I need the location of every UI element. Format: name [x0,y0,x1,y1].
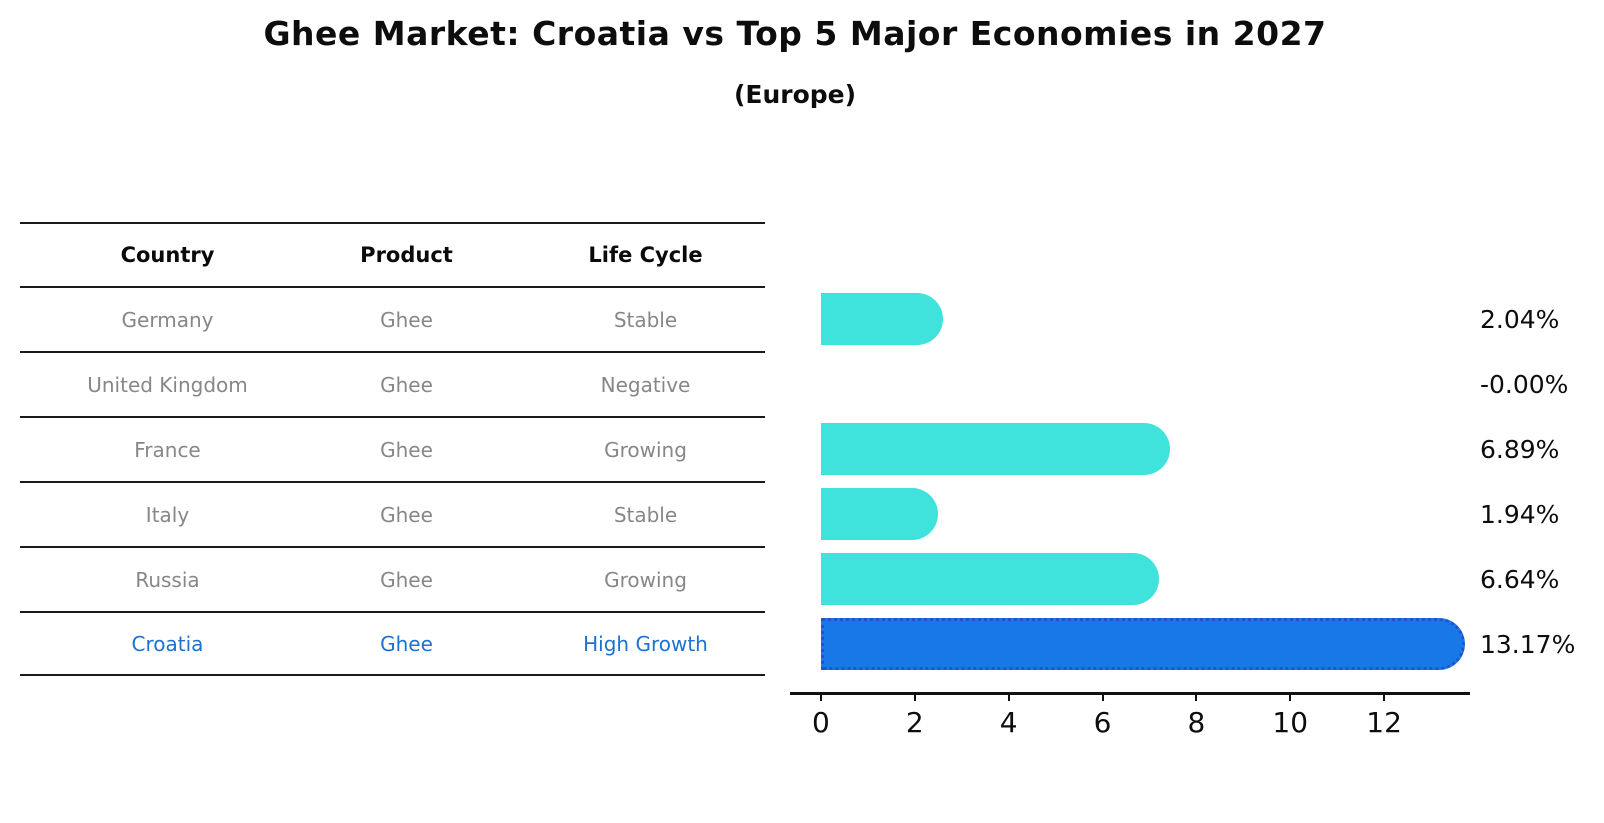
bar-row-france: 6.89% [790,417,1559,482]
value-label: -0.00% [1480,370,1569,399]
bar-row-united-kingdom: -0.00% [790,352,1568,417]
table-row: United Kingdom Ghee Negative [20,351,765,416]
table-row: Russia Ghee Growing [20,546,765,611]
table-row: Italy Ghee Stable [20,481,765,546]
bar-row-croatia: 13.17% [790,612,1575,677]
value-label: 13.17% [1480,630,1576,659]
x-axis-tick-label: 8 [1187,706,1206,739]
cell-country: Italy [145,502,190,527]
bar-croatia-highlighted [820,618,1466,670]
cell-country: Germany [121,307,214,332]
bar-russia [820,553,1159,605]
column-header-country: Country [120,243,215,267]
x-axis-tick [1289,692,1292,701]
x-axis-tick-label: 10 [1272,706,1309,739]
cell-product: Ghee [380,502,433,527]
cell-product: Ghee [380,631,433,656]
x-axis-tick [819,692,822,701]
x-axis-tick-label: 6 [1093,706,1112,739]
column-header-product: Product [360,243,453,267]
bar-italy [820,488,938,540]
x-axis-tick [1195,692,1198,701]
bar-row-russia: 6.64% [790,547,1559,612]
value-label: 6.89% [1480,435,1560,464]
x-axis-tick-label: 0 [812,706,830,739]
cell-product: Ghee [380,372,433,397]
x-axis-tick [1007,692,1010,701]
table-header-row: Country Product Life Cycle [20,222,765,286]
value-label: 6.64% [1480,565,1560,594]
chart-subtitle: (Europe) [733,80,857,109]
cell-life-cycle: Stable [613,502,678,527]
cell-product: Ghee [380,567,433,592]
x-axis-tick [1101,692,1104,701]
bar-france [820,423,1171,475]
cell-life-cycle: Growing [604,437,687,462]
column-header-life-cycle: Life Cycle [588,243,703,267]
cell-product: Ghee [380,437,433,462]
cell-life-cycle: High Growth [583,631,708,656]
cell-life-cycle: Stable [613,307,678,332]
bar-germany [820,293,943,345]
cell-life-cycle: Negative [600,372,691,397]
value-label: 2.04% [1480,305,1560,334]
cell-life-cycle: Growing [604,567,687,592]
x-axis-tick [913,692,916,701]
bar-row-italy: 1.94% [790,482,1559,547]
x-axis-tick-label: 4 [999,706,1018,739]
cell-country: Russia [135,567,200,592]
x-axis-tick [1383,692,1386,701]
country-table: Country Product Life Cycle Germany Ghee … [20,222,765,676]
x-axis-tick-label: 12 [1366,706,1402,739]
cell-product: Ghee [380,307,433,332]
cell-country: France [134,437,201,462]
bar-row-germany: 2.04% [790,287,1559,352]
x-axis-tick-label: 2 [905,706,924,739]
table-row-highlighted: Croatia Ghee High Growth [20,611,765,676]
bar-chart-axes: 2.04% -0.00% 6.89% 1.94% 6.64% 13.17% 0 [790,287,1575,739]
cell-country: United Kingdom [87,372,248,397]
cell-country: Croatia [131,631,204,656]
chart-title: Ghee Market: Croatia vs Top 5 Major Econ… [263,14,1327,53]
table-row: Germany Ghee Stable [20,286,765,351]
value-label: 1.94% [1480,500,1560,529]
table-row: France Ghee Growing [20,416,765,481]
